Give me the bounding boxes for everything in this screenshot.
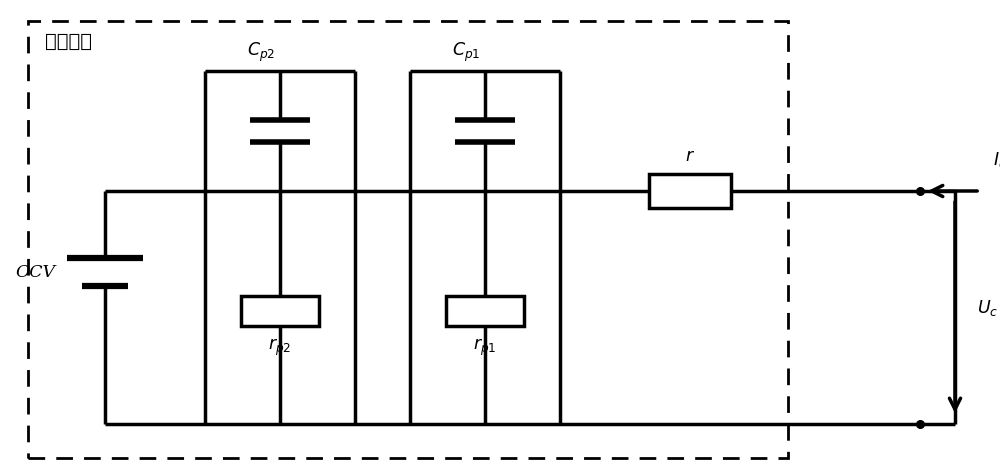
Text: $r_{p1}$: $r_{p1}$ (473, 336, 497, 357)
Text: 电池内部: 电池内部 (45, 32, 92, 51)
Text: $C_{p1}$: $C_{p1}$ (452, 41, 480, 64)
Text: OCV: OCV (15, 264, 55, 281)
Text: $I_c$: $I_c$ (993, 149, 1000, 169)
Text: $r$: $r$ (685, 148, 695, 165)
FancyBboxPatch shape (446, 297, 524, 327)
FancyBboxPatch shape (649, 175, 731, 208)
Text: $r_{p2}$: $r_{p2}$ (268, 336, 292, 357)
FancyBboxPatch shape (241, 297, 319, 327)
Text: $U_c$: $U_c$ (977, 298, 998, 318)
Text: $C_{p2}$: $C_{p2}$ (247, 41, 275, 64)
